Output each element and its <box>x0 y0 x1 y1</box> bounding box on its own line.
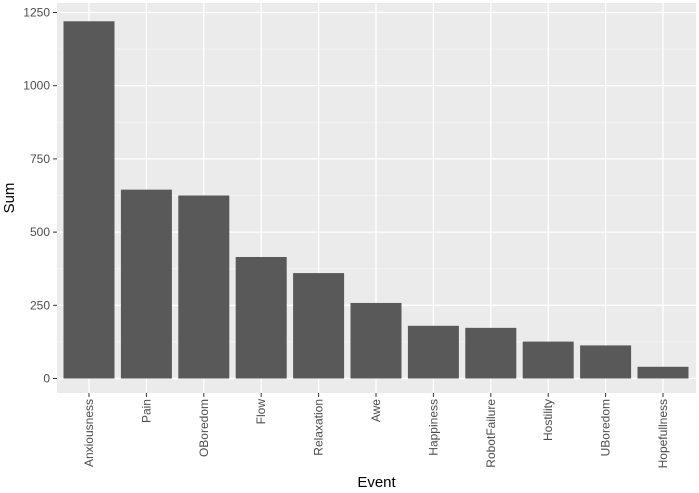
bar <box>120 189 172 379</box>
bar <box>407 325 459 379</box>
y-tick-label: 1000 <box>23 79 50 93</box>
x-tick-label: Anxiousness <box>82 399 96 467</box>
x-tick-label: Hostility <box>541 399 555 441</box>
bar <box>465 327 517 379</box>
bars <box>63 21 689 379</box>
x-tick-label: RobotFailure <box>484 399 498 468</box>
y-tick-label: 0 <box>43 372 50 386</box>
y-tick-label: 1250 <box>23 6 50 20</box>
bar <box>637 366 689 379</box>
x-tick-label: Pain <box>139 399 153 423</box>
y-tick-label: 500 <box>30 225 50 239</box>
y-axis-title: Sum <box>1 183 18 214</box>
bar <box>178 195 230 379</box>
bar <box>63 21 115 379</box>
x-axis-title: Event <box>357 474 396 491</box>
x-tick-label: Hopefullness <box>656 399 670 468</box>
bar <box>235 256 287 379</box>
x-tick-label: Awe <box>369 399 383 422</box>
x-tick-label: Happiness <box>426 399 440 456</box>
y-axis: 0 250 500 750 1000 1250 <box>23 6 57 386</box>
bar <box>580 345 632 379</box>
y-tick-label: 750 <box>30 152 50 166</box>
x-tick-label: OBoredom <box>197 399 211 457</box>
x-tick-label: UBoredom <box>599 399 613 456</box>
y-tick-label: 250 <box>30 298 50 312</box>
bar <box>522 341 574 379</box>
x-tick-label: Flow <box>254 399 268 425</box>
bar <box>350 302 402 379</box>
bar <box>293 273 345 379</box>
x-tick-label: Relaxation <box>312 399 326 456</box>
x-axis: Anxiousness Pain OBoredom Flow Relaxation Awe… <box>82 393 670 468</box>
